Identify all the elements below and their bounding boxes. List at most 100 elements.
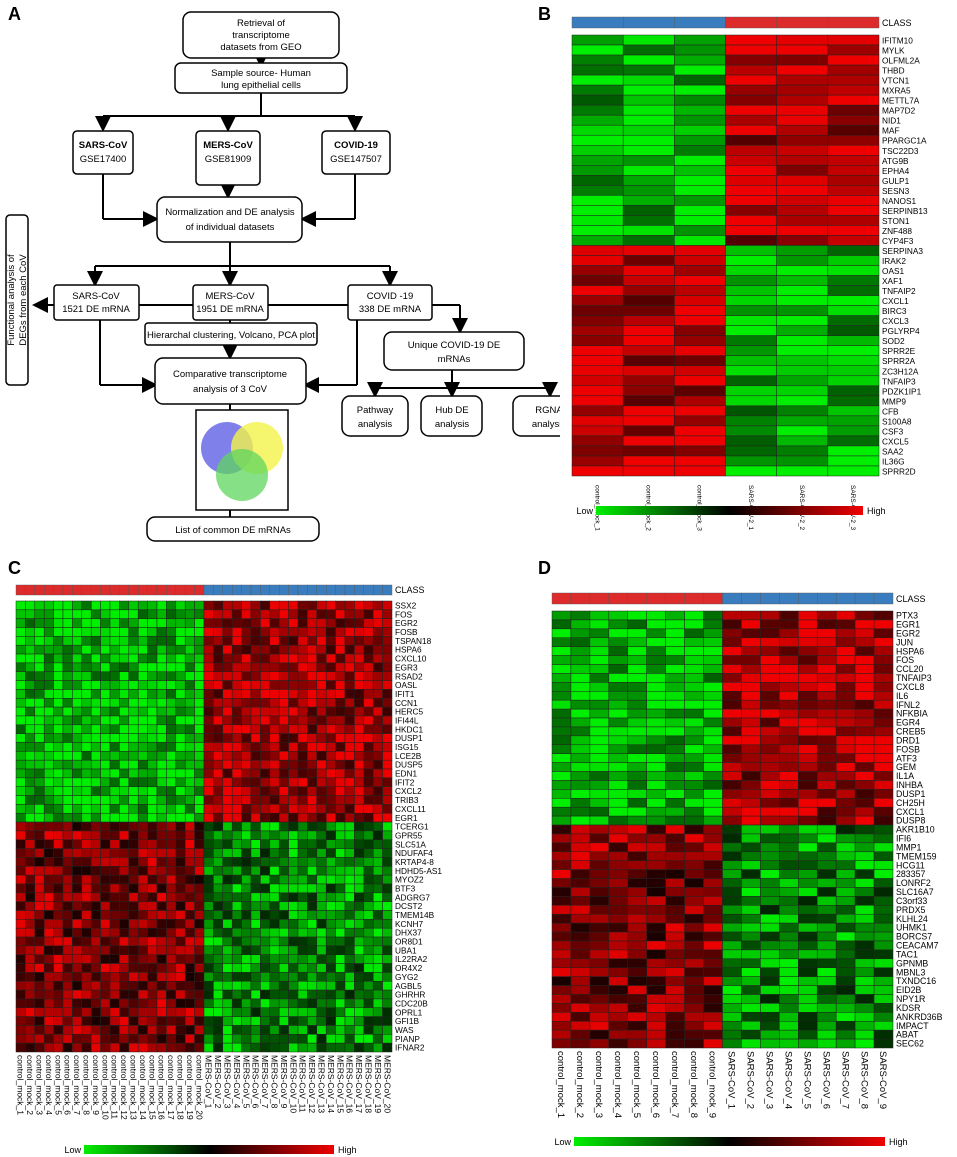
- gene-label: IFI6: [896, 834, 911, 844]
- heatmap-cell: [203, 759, 214, 770]
- heatmap-cell: [325, 883, 336, 894]
- heatmap-cell: [62, 989, 73, 1000]
- heatmap-cell: [571, 415, 624, 427]
- heatmap-cell: [222, 733, 233, 743]
- heatmap-cell: [684, 798, 704, 808]
- heatmap-cell: [382, 600, 393, 611]
- heatmap-cell: [873, 931, 894, 942]
- heatmap-cell: [776, 285, 829, 296]
- heatmap-cell: [147, 733, 158, 743]
- class-cell: [570, 592, 591, 605]
- heatmap-cell: [250, 981, 261, 991]
- heatmap-cell: [674, 54, 726, 66]
- heatmap-cell: [570, 691, 591, 701]
- heatmap-cell: [213, 981, 224, 991]
- heatmap-cell: [128, 795, 139, 805]
- heatmap-cell: [316, 857, 327, 867]
- heatmap-cell: [627, 753, 647, 763]
- heatmap-cell: [646, 896, 666, 906]
- heatmap-cell: [260, 945, 271, 955]
- heatmap-cell: [269, 901, 280, 911]
- heatmap-cell: [194, 724, 205, 734]
- heatmap-cell: [137, 1016, 148, 1026]
- heatmap-cell: [372, 715, 383, 726]
- heatmap-cell: [137, 671, 148, 681]
- heatmap-cell: [156, 662, 167, 672]
- heatmap-cell: [646, 1003, 666, 1013]
- sample-label: control_mock_7: [669, 1051, 680, 1118]
- heatmap-cell: [147, 680, 158, 690]
- heatmap-cell: [382, 653, 393, 664]
- heatmap-cell: [278, 759, 289, 770]
- heatmap-cell: [128, 804, 139, 814]
- heatmap-cell: [551, 913, 572, 924]
- heatmap-cell: [722, 673, 742, 683]
- heatmap-cell: [128, 680, 139, 690]
- heatmap-cell: [722, 842, 742, 853]
- heatmap-cell: [741, 780, 761, 790]
- heatmap-cell: [835, 717, 856, 728]
- heatmap-cell: [372, 786, 383, 796]
- heatmap-cell: [354, 706, 365, 717]
- heatmap-cell: [372, 901, 383, 911]
- heatmap-cell: [297, 821, 308, 832]
- heatmap-cell: [779, 896, 799, 906]
- heatmap-cell: [147, 759, 158, 770]
- heatmap-cell: [798, 744, 818, 754]
- heatmap-cell: [62, 919, 73, 929]
- heatmap-cell: [269, 936, 280, 947]
- sample-label: SARS-CoV_8: [858, 1051, 869, 1109]
- heatmap-cell: [684, 869, 704, 879]
- heatmap-cell: [34, 927, 45, 938]
- heatmap-cell: [335, 724, 346, 734]
- heatmap-cell: [184, 627, 195, 637]
- heatmap-cell: [90, 706, 101, 717]
- heatmap-cell: [627, 824, 647, 835]
- heatmap-cell: [156, 644, 167, 655]
- heatmap-cell: [278, 742, 289, 752]
- heatmap-cell: [372, 804, 383, 814]
- heatmap-cell: [109, 839, 120, 849]
- heatmap-cell: [34, 653, 45, 664]
- heatmap-cell: [213, 919, 224, 929]
- heatmap-cell: [137, 759, 148, 770]
- gene-label: DUSP8: [896, 816, 925, 826]
- heatmap-cell: [816, 806, 837, 817]
- heatmap-cell: [725, 435, 777, 447]
- heatmap-cell: [646, 1012, 666, 1022]
- heatmap-cell: [278, 972, 289, 982]
- heatmap-cell: [175, 945, 186, 955]
- heatmap-cell: [798, 1012, 818, 1022]
- heatmap-cell: [34, 954, 45, 964]
- heatmap-cell: [72, 715, 83, 726]
- heatmap-cell: [608, 762, 629, 772]
- heatmap-cell: [166, 795, 177, 805]
- class-cell: [100, 584, 111, 596]
- gene-label: DUSP1: [395, 733, 423, 743]
- heatmap-cell: [325, 874, 336, 885]
- heatmap-cell: [194, 839, 205, 849]
- heatmap-cell: [241, 680, 252, 690]
- heatmap-cell: [288, 874, 299, 885]
- heatmap-cell: [372, 839, 383, 849]
- heatmap-cell: [81, 662, 92, 672]
- heatmap-cell: [81, 768, 92, 779]
- heatmap-cell: [269, 1007, 280, 1017]
- heatmap-cell: [325, 751, 336, 761]
- heatmap-cell: [354, 857, 365, 867]
- heatmap-cell: [646, 726, 666, 737]
- heatmap-cell: [109, 636, 120, 646]
- heatmap-cell: [222, 724, 233, 734]
- heatmap-cell: [147, 830, 158, 841]
- gene-label: PDZK1IP1: [882, 386, 922, 396]
- heatmap-cell: [90, 786, 101, 796]
- heatmap-cell: [175, 680, 186, 690]
- heatmap-cell: [335, 1025, 346, 1035]
- heatmap-cell: [646, 610, 666, 621]
- heatmap-cell: [72, 892, 83, 902]
- heatmap-cell: [703, 753, 723, 763]
- heatmap-cell: [325, 1007, 336, 1017]
- heatmap-cell: [760, 824, 780, 835]
- heatmap-cell: [241, 644, 252, 655]
- sample-label: SARS-CoV-2_1: [747, 485, 754, 531]
